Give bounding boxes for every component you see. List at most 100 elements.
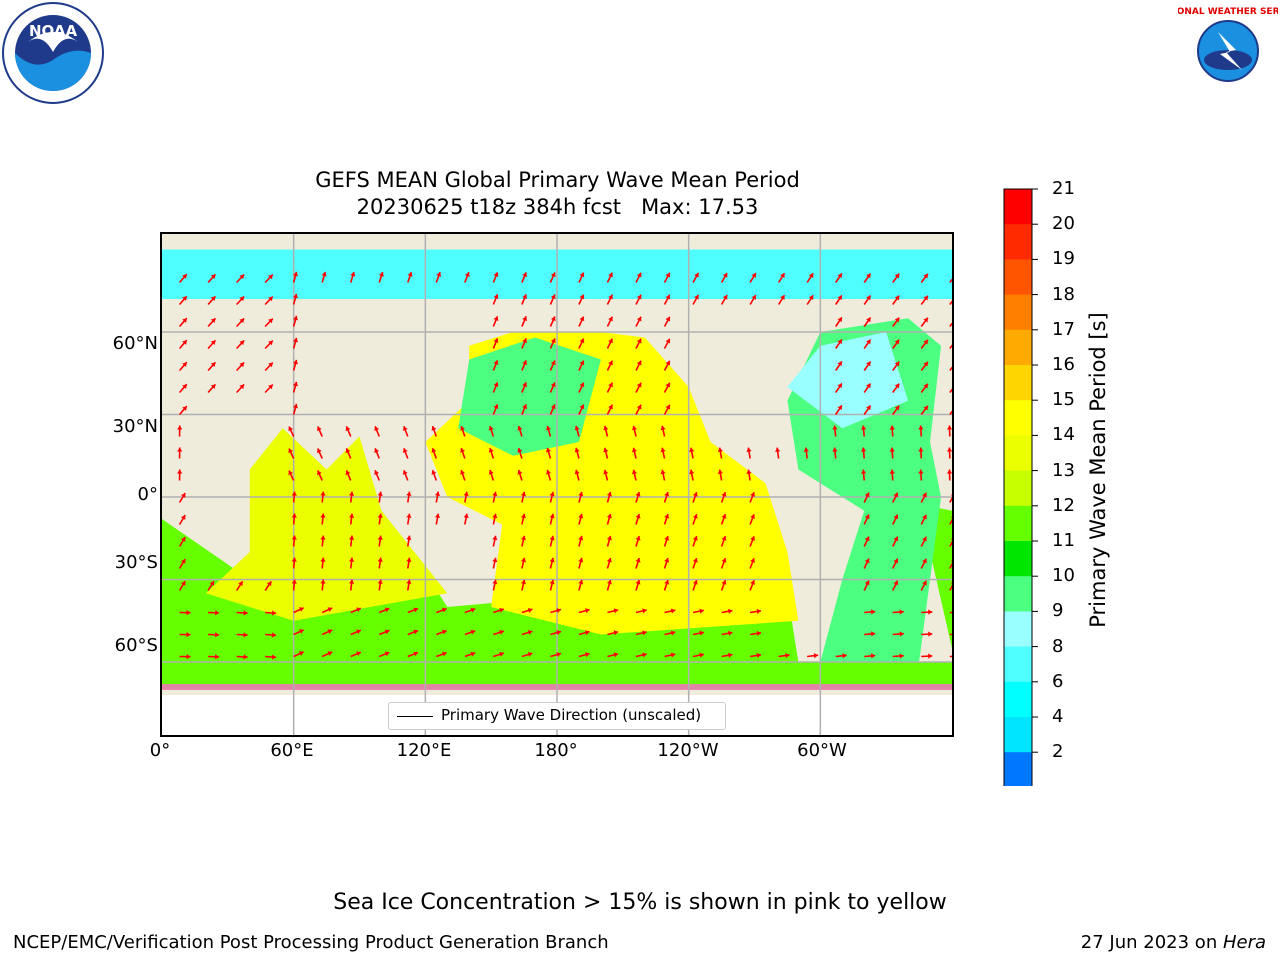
map-title: GEFS MEAN Global Primary Wave Mean Perio… [315,168,800,192]
wave-direction-arrowhead [756,608,761,614]
colorbar-tick-label: 10 [1052,565,1075,587]
wave-direction-arrowhead [493,316,499,321]
wave-direction-arrowhead [642,608,647,614]
wave-direction-arrowhead [950,516,952,518]
wave-direction-arrowhead [756,652,761,658]
wave-direction-arrowhead [177,447,183,452]
wave-direction-arrowhead [864,536,870,542]
colorbar-title: Primary Wave Mean Period [s] [1086,312,1110,628]
lat-label-60s: 60°S [114,635,158,656]
wave-direction-arrowhead [889,469,895,474]
wave-direction-arrowhead [864,492,870,498]
noaa-logo-text: NOAA [29,22,78,40]
wave-direction-arrowhead [550,338,556,344]
wave-direction-arrowhead [492,535,498,541]
wave-direction-arrowhead [728,608,733,614]
wave-direction-arrowhead [660,447,666,453]
wave-direction-arrowhead [837,295,842,301]
wave-direction-arrowhead [177,469,183,474]
footer-date-text: 27 Jun 2023 on [1080,932,1223,953]
wave-direction-arrowhead [837,383,842,389]
wave-direction-arrowhead [837,273,842,279]
wave-direction-arrowhead [492,579,498,585]
wave-direction-arrowhead [441,629,447,635]
wave-direction-arrowhead [866,295,871,301]
wave-direction-arrowhead [893,492,899,498]
wave-direction-arrow [949,518,952,525]
lon-label-120w: 120°W [657,740,719,761]
wave-direction-arrowhead [750,536,756,541]
wave-direction-arrowhead [775,447,781,452]
wave-direction-arrowhead [488,426,494,431]
wave-direction-arrowhead [722,294,728,300]
wave-direction-arrowhead [635,491,641,497]
wave-direction-arrowhead [527,651,533,657]
wave-direction-arrowhead [635,557,641,563]
wave-direction-arrowhead [271,654,277,660]
wave-direction-arrowhead [922,558,927,564]
wave-direction-arrowhead [320,557,326,562]
wave-direction-arrowhead [493,404,499,409]
wave-direction-arrowhead [899,653,904,659]
wave-direction-arrowhead [692,492,698,497]
lon-label-120e: 120°E [396,740,452,761]
wave-direction-arrow [949,562,952,569]
wave-direction-arrowhead [434,491,441,497]
wave-direction-arrowhead [493,272,499,277]
wave-direction-arrowhead [271,610,277,616]
wave-direction-arrow [949,278,952,283]
wave-direction-arrowhead [210,318,216,324]
colorbar-tick-label: 12 [1052,494,1075,516]
wave-direction-arrowhead [606,513,612,519]
wave-direction-arrowhead [413,629,419,635]
wave-direction-arrowhead [899,609,904,615]
wave-direction-arrowhead [603,425,609,431]
wave-direction-arrowhead [522,294,528,300]
wave-direction-arrowhead [460,470,466,475]
wave-direction-arrowhead [214,632,220,638]
wave-direction-arrowhead [722,272,728,278]
footer-machine: Hera [1222,932,1266,953]
wave-direction-arrowhead [268,274,273,280]
wave-direction-arrowhead [549,557,555,563]
wave-direction-arrowhead [746,447,752,452]
wave-direction-arrowhead [182,274,187,279]
wave-direction-arrowhead [377,557,383,562]
wave-direction-arrowhead [327,629,333,635]
wave-direction-arrowhead [866,405,871,411]
wave-direction-arrowhead [402,426,408,431]
wave-direction-arrowhead [545,425,551,431]
wave-direction-arrowhead [613,652,619,658]
wave-direction-arrowhead [579,360,585,366]
wave-direction-arrowhead [298,607,304,612]
wave-direction-arrowhead [499,629,504,635]
wave-direction-arrowhead [808,273,814,279]
wave-direction-arrowhead [384,651,390,657]
wave-direction-arrowhead [520,535,526,541]
wave-direction-arrowhead [522,338,528,344]
wave-direction-arrowhead [374,470,380,475]
wave-direction-arrowhead [689,447,695,453]
wave-direction-arrowhead [889,447,895,452]
wave-direction-arrowhead [470,629,476,635]
wave-direction-arrow [949,388,952,393]
wave-direction-arrowhead [470,607,476,613]
wave-direction-arrowhead [374,448,380,453]
lon-label-60w: 60°W [797,740,847,761]
sea-ice-note: Sea Ice Concentration > 15% is shown in … [333,890,947,915]
indian-ocean-region [205,428,448,621]
wave-direction-arrowhead [520,557,526,563]
wave-direction-arrowhead [893,580,899,586]
wave-direction-arrowhead [402,448,408,453]
wave-direction-arrowhead [579,382,585,388]
wave-direction-arrowhead [210,340,216,346]
wave-direction-arrow [949,300,952,305]
colorbar-swatch [1004,505,1032,542]
wave-direction-arrowhead [579,338,585,344]
wave-direction-arrowhead [864,514,870,520]
colorbar-tick-label: 20 [1052,213,1075,235]
wave-direction-arrowhead [728,630,733,636]
wave-direction-arrowhead [377,491,383,496]
wave-direction-arrowhead [606,557,612,563]
wave-direction-arrowhead [585,630,590,636]
